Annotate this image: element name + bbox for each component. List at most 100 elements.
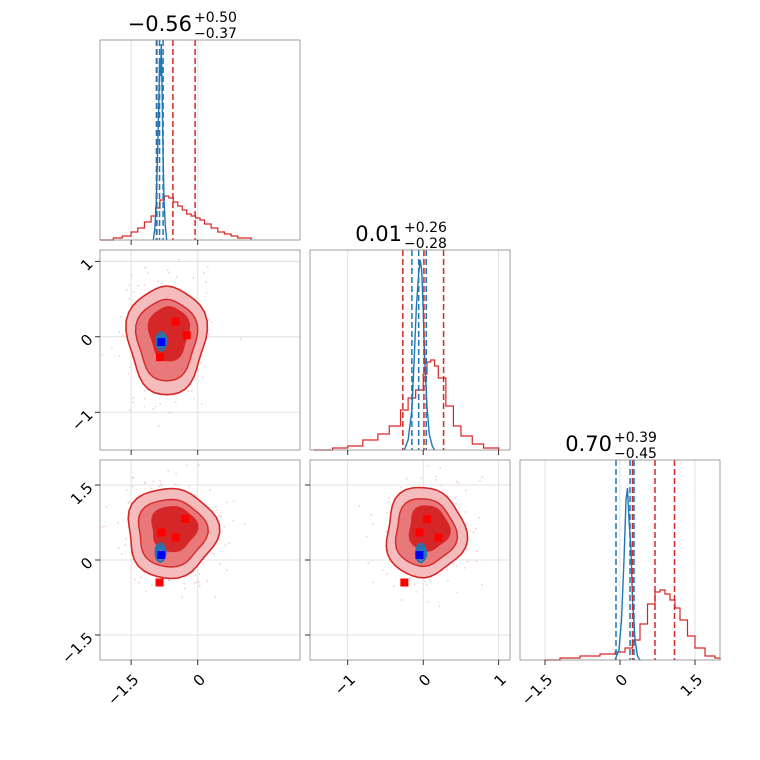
sample-point bbox=[174, 483, 176, 486]
sample-point bbox=[210, 321, 213, 324]
sample-point bbox=[439, 484, 442, 487]
sample-point bbox=[243, 523, 246, 525]
sample-point bbox=[72, 297, 74, 299]
sample-point bbox=[425, 583, 428, 586]
sample-point bbox=[166, 269, 169, 272]
y-tick-label: 1 bbox=[77, 255, 96, 274]
sample-point bbox=[218, 563, 221, 565]
sample-point bbox=[192, 276, 195, 279]
sample-point bbox=[138, 581, 140, 584]
sample-point bbox=[441, 570, 444, 573]
sample-point bbox=[168, 411, 171, 414]
sample-point bbox=[124, 537, 127, 540]
axes-frame bbox=[309, 249, 511, 451]
sample-point bbox=[381, 568, 384, 571]
param-title-plus: +0.39 bbox=[614, 430, 657, 446]
param-title-minus: −0.28 bbox=[404, 236, 447, 252]
sample-point bbox=[143, 284, 146, 286]
hist-panel-0: −0.56 +0.50−0.37 bbox=[99, 10, 301, 241]
sample-point bbox=[144, 266, 146, 269]
param-title-value: 0.01 bbox=[355, 222, 402, 246]
sample-point bbox=[157, 280, 160, 283]
contour-panel-0 bbox=[72, 249, 301, 451]
sample-point bbox=[118, 331, 121, 334]
sample-point bbox=[150, 487, 153, 490]
sample-point bbox=[161, 282, 164, 284]
sample-point bbox=[365, 535, 368, 538]
sample-point bbox=[202, 376, 204, 379]
sample-point bbox=[120, 553, 123, 555]
sample-point bbox=[120, 315, 122, 318]
sample-point bbox=[465, 549, 468, 552]
sample-point bbox=[122, 334, 125, 337]
sample-point bbox=[175, 276, 178, 279]
x-tick-label: −1 bbox=[331, 671, 359, 699]
sample-point bbox=[198, 585, 201, 587]
sample-point bbox=[159, 480, 161, 482]
sample-point bbox=[419, 477, 422, 480]
sample-point bbox=[130, 274, 133, 277]
sample-point bbox=[481, 476, 484, 478]
sample-point bbox=[455, 502, 457, 505]
red-square-marker bbox=[157, 528, 166, 537]
param-title-value: 0.70 bbox=[565, 432, 612, 456]
sample-point bbox=[386, 572, 389, 575]
sample-point bbox=[152, 408, 154, 410]
sample-point bbox=[232, 519, 235, 522]
red-square-marker bbox=[171, 317, 180, 326]
sample-point bbox=[388, 501, 391, 503]
sample-point bbox=[370, 513, 373, 516]
sample-point bbox=[239, 337, 242, 340]
panel-content bbox=[72, 250, 300, 450]
red-square-marker bbox=[182, 331, 191, 340]
sample-point bbox=[232, 500, 235, 503]
sample-point bbox=[143, 571, 146, 574]
sample-point bbox=[228, 542, 230, 545]
axes-frame bbox=[99, 39, 301, 241]
red-square-marker bbox=[171, 533, 180, 542]
sample-point bbox=[469, 530, 472, 532]
sample-point bbox=[445, 568, 448, 571]
blue-square-marker bbox=[415, 551, 424, 559]
sample-point bbox=[143, 389, 146, 392]
sample-point bbox=[427, 464, 430, 467]
sample-point bbox=[133, 578, 136, 581]
sample-point bbox=[435, 479, 438, 481]
param-title-plus: +0.50 bbox=[194, 10, 237, 26]
sample-point bbox=[208, 319, 210, 321]
panel-content bbox=[87, 460, 300, 660]
x-tick-label: −1.5 bbox=[518, 671, 556, 709]
blue-square-marker bbox=[157, 338, 166, 347]
sample-point bbox=[132, 401, 134, 404]
sample-point bbox=[194, 581, 197, 584]
sample-point bbox=[224, 544, 226, 547]
sample-point bbox=[464, 489, 467, 492]
sample-point bbox=[197, 581, 200, 584]
red-square-marker bbox=[415, 528, 424, 537]
sample-point bbox=[87, 536, 89, 538]
sample-point bbox=[127, 501, 130, 504]
sample-point bbox=[478, 516, 481, 519]
sample-point bbox=[116, 521, 119, 524]
blue-square-marker bbox=[157, 551, 166, 559]
sample-point bbox=[105, 506, 108, 508]
sample-point bbox=[472, 531, 475, 534]
sample-point bbox=[475, 550, 478, 553]
sample-point bbox=[466, 543, 469, 546]
sample-point bbox=[225, 569, 228, 572]
sample-point bbox=[178, 258, 181, 261]
red-square-marker bbox=[155, 578, 164, 587]
blue-histogram bbox=[403, 259, 436, 451]
sample-point bbox=[219, 514, 221, 517]
sample-point bbox=[479, 479, 481, 482]
sample-point bbox=[435, 475, 438, 478]
sample-point bbox=[424, 580, 427, 582]
sample-point bbox=[387, 496, 390, 499]
blue-histogram bbox=[614, 487, 641, 661]
sample-point bbox=[159, 402, 162, 405]
sample-point bbox=[183, 582, 186, 585]
sample-point bbox=[415, 591, 418, 593]
blue-histogram bbox=[152, 43, 168, 241]
sample-point bbox=[385, 530, 388, 533]
